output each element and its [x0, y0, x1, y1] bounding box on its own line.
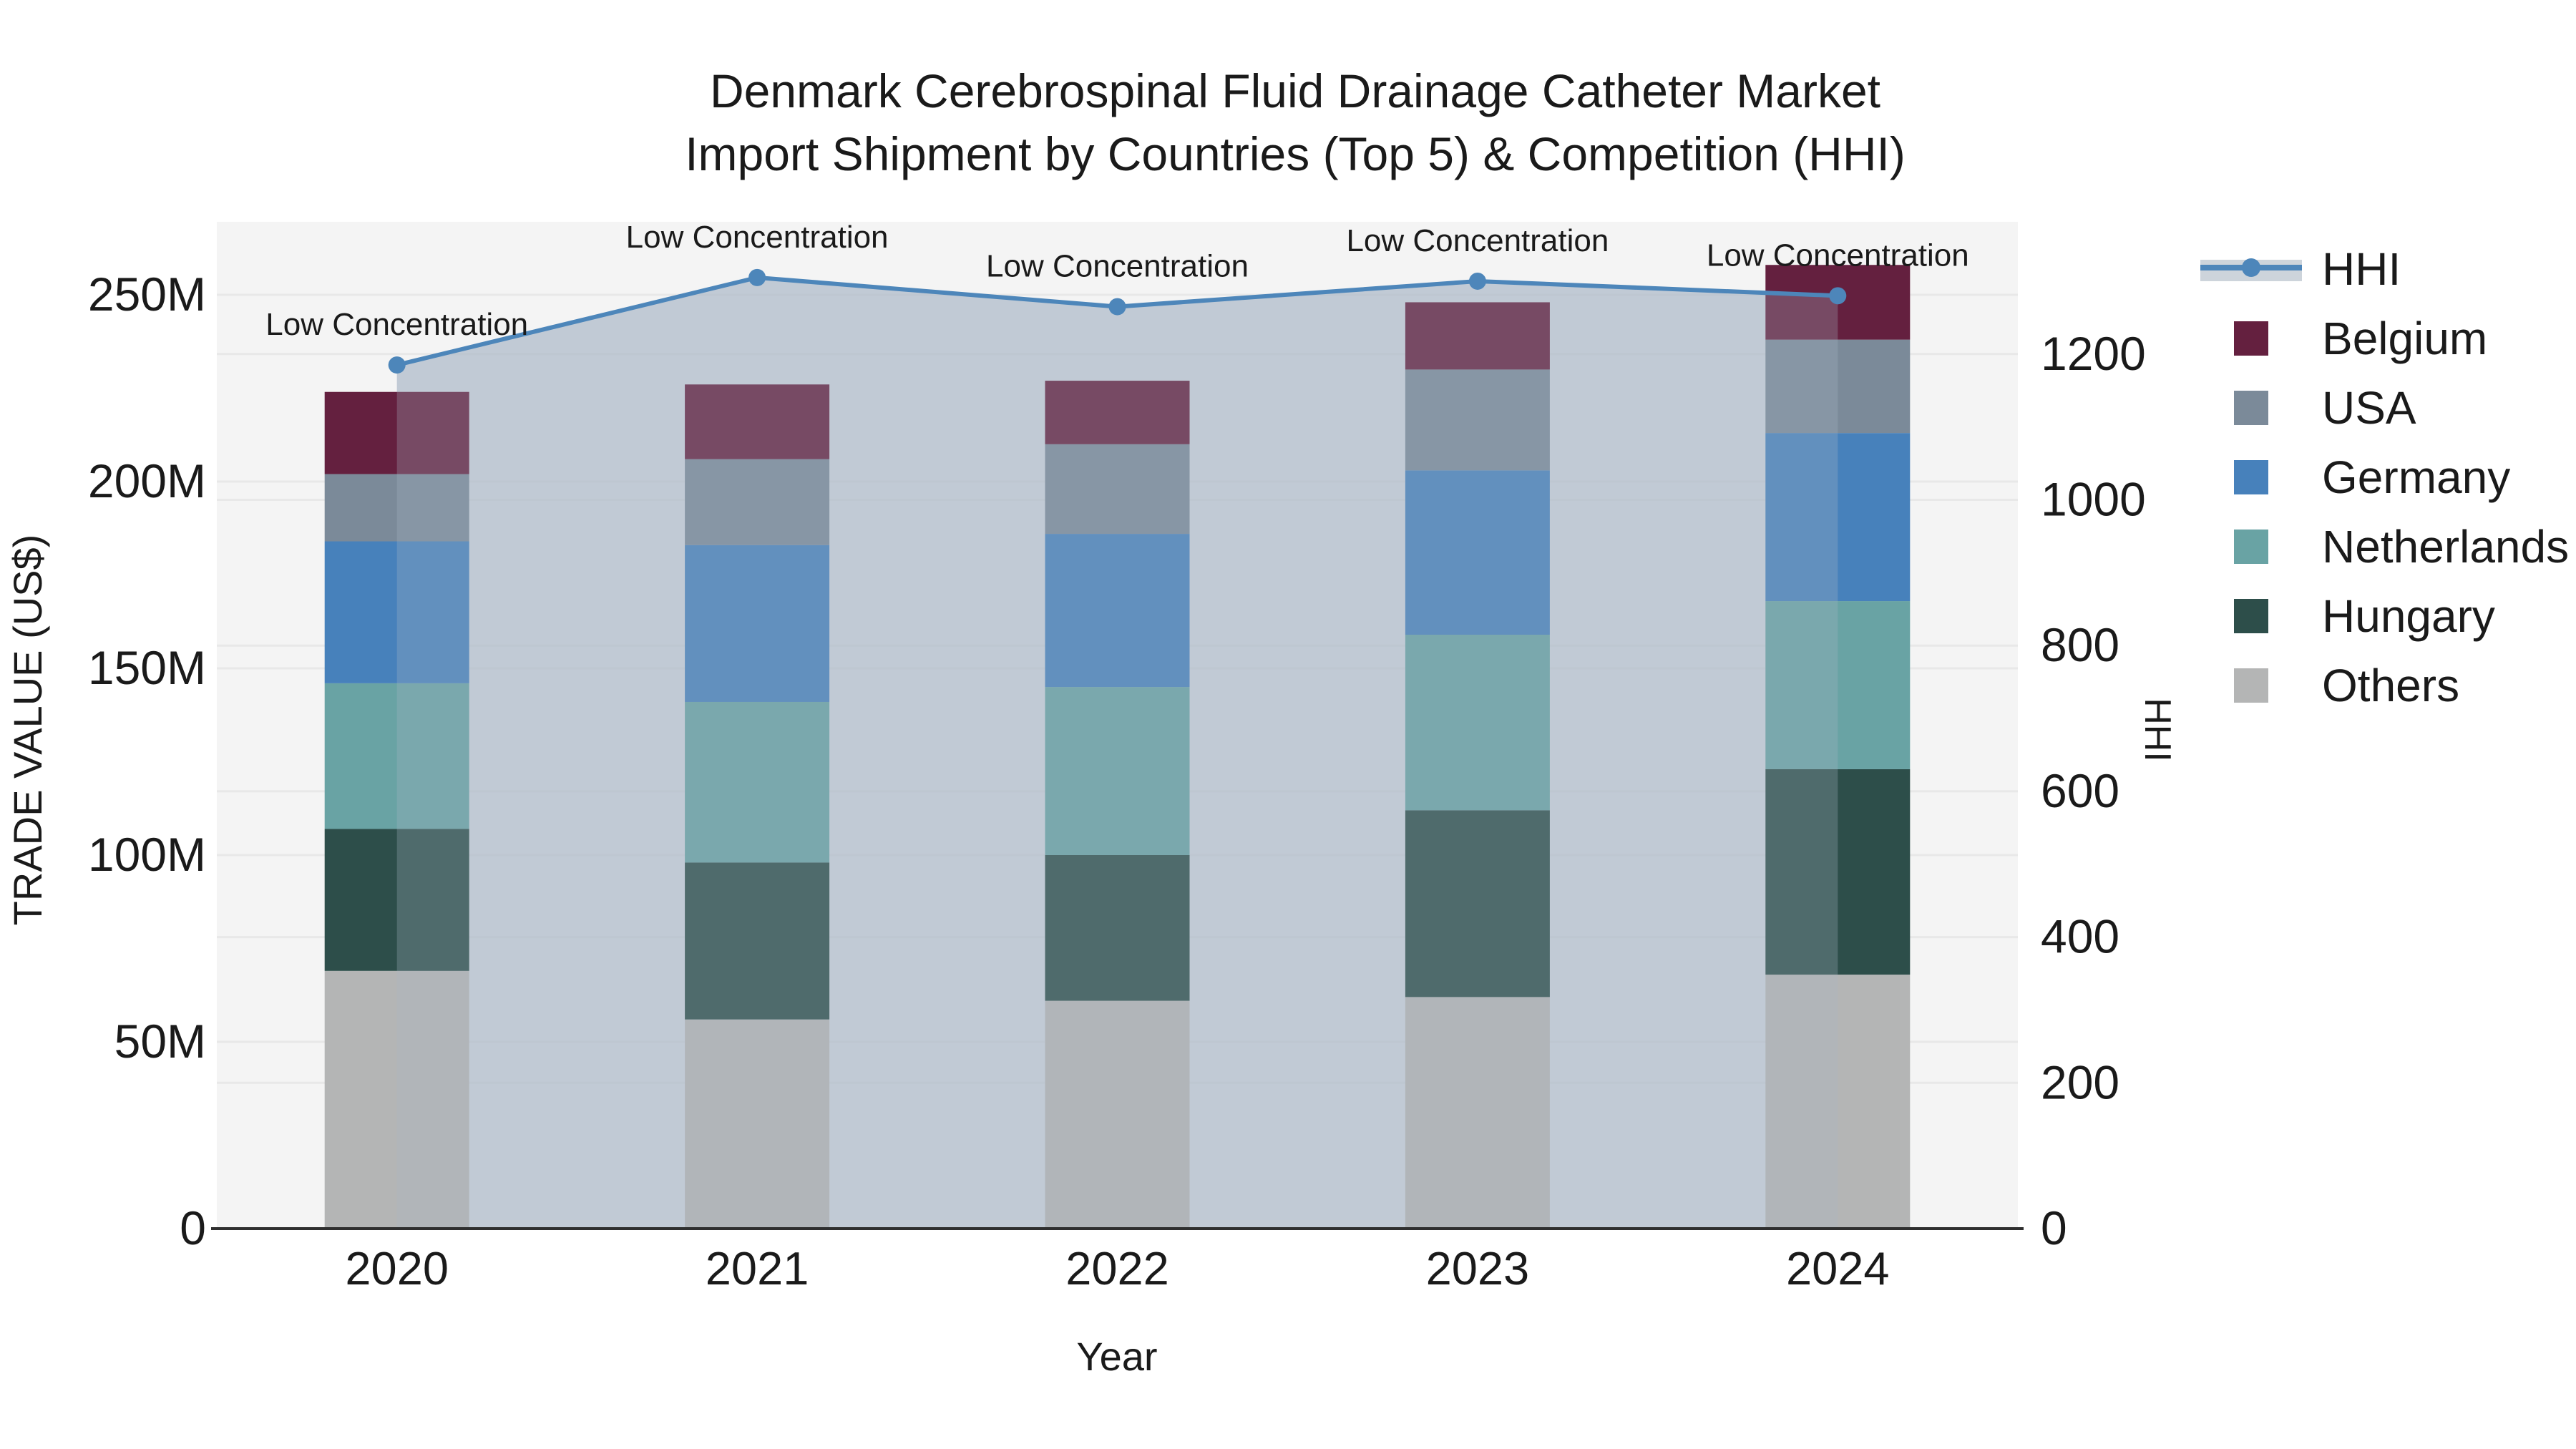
stacked-bars: [324, 265, 1911, 1229]
legend-label-germany: Germany: [2322, 452, 2510, 503]
hhi-point-2021[interactable]: [748, 268, 766, 286]
bar-segment-netherlands-2024[interactable]: [1765, 601, 1911, 769]
bar-segment-germany-2023[interactable]: [1405, 470, 1550, 635]
y-axis-left-title: TRADE VALUE (US$): [5, 535, 50, 926]
hhi-line-series: [388, 268, 1847, 374]
annotation-2022: Low Concentration: [986, 249, 1249, 284]
legend-swatch-hungary: [2234, 599, 2268, 633]
y-left-tick-150M: 150M: [88, 641, 206, 694]
y-axis-right-title: HHI: [2137, 698, 2178, 762]
bar-segment-hungary-2021[interactable]: [685, 862, 830, 1020]
axes: 2020 2021 2022 2023 2024 0 50M 100M 150M 200M 250M…: [88, 268, 2146, 1294]
legend-swatch-others: [2234, 668, 2268, 703]
legend-item-others[interactable]: Others: [2234, 660, 2459, 711]
annotation-2020: Low Concentration: [265, 307, 528, 342]
bar-segment-usa-2021[interactable]: [685, 459, 830, 545]
bar-segment-usa-2023[interactable]: [1405, 369, 1550, 471]
y-left-tick-100M: 100M: [88, 828, 206, 881]
x-tick-2020: 2020: [345, 1242, 449, 1294]
bar-segment-others-2024[interactable]: [1765, 975, 1911, 1229]
bar-segment-germany-2022[interactable]: [1045, 534, 1190, 688]
x-tick-2022: 2022: [1065, 1242, 1169, 1294]
bar-segment-germany-2020[interactable]: [324, 541, 469, 683]
bar-segment-others-2022[interactable]: [1045, 1000, 1190, 1229]
bar-segment-belgium-2022[interactable]: [1045, 381, 1190, 444]
legend-item-netherlands[interactable]: Netherlands: [2234, 521, 2569, 572]
y-right-tick-1000: 1000: [2041, 473, 2146, 526]
legend-label-hhi: HHI: [2322, 243, 2401, 295]
bar-segment-others-2023[interactable]: [1405, 997, 1550, 1229]
annotation-2024: Low Concentration: [1707, 238, 1969, 273]
y-right-tick-200: 200: [2041, 1055, 2119, 1108]
y-right-tick-600: 600: [2041, 764, 2119, 817]
legend-label-others: Others: [2322, 660, 2459, 711]
bar-segment-netherlands-2022[interactable]: [1045, 687, 1190, 855]
bar-segment-belgium-2020[interactable]: [324, 391, 469, 474]
legend-item-belgium[interactable]: Belgium: [2234, 313, 2487, 364]
legend-item-usa[interactable]: USA: [2234, 382, 2416, 434]
bar-segment-hungary-2024[interactable]: [1765, 769, 1911, 975]
x-tick-2023: 2023: [1426, 1242, 1530, 1294]
bar-segment-others-2020[interactable]: [324, 970, 469, 1229]
x-axis-title: Year: [1076, 1334, 1157, 1379]
hhi-point-2020[interactable]: [388, 356, 406, 374]
y-right-tick-1200: 1200: [2041, 327, 2146, 380]
legend-label-belgium: Belgium: [2322, 313, 2487, 364]
legend-label-netherlands: Netherlands: [2322, 521, 2569, 572]
legend-swatch-netherlands: [2234, 530, 2268, 564]
y-left-tick-250M: 250M: [88, 268, 206, 321]
bar-segment-belgium-2021[interactable]: [685, 384, 830, 459]
y-left-tick-50M: 50M: [114, 1015, 206, 1068]
x-tick-2021: 2021: [706, 1242, 809, 1294]
bar-segment-hungary-2020[interactable]: [324, 829, 469, 971]
legend: HHI Belgium USA Germany Netherlands Hungary Ot…: [2200, 243, 2569, 711]
legend-swatch-belgium: [2234, 321, 2268, 356]
legend-swatch-germany: [2234, 460, 2268, 494]
hhi-point-2024[interactable]: [1829, 287, 1847, 305]
chart-title-line-1: Denmark Cerebrospinal Fluid Drainage Cat…: [710, 64, 1880, 117]
bar-segment-usa-2020[interactable]: [324, 474, 469, 542]
y-left-tick-200M: 200M: [88, 454, 206, 507]
legend-item-hhi[interactable]: HHI: [2200, 243, 2401, 295]
legend-item-hungary[interactable]: Hungary: [2234, 590, 2495, 642]
y-right-tick-0: 0: [2041, 1201, 2067, 1254]
bar-segment-germany-2021[interactable]: [685, 545, 830, 702]
y-right-tick-400: 400: [2041, 910, 2119, 963]
x-tick-2024: 2024: [1786, 1242, 1890, 1294]
bar-segment-hungary-2023[interactable]: [1405, 810, 1550, 997]
legend-item-germany[interactable]: Germany: [2234, 452, 2510, 503]
bar-segment-netherlands-2021[interactable]: [685, 701, 830, 863]
bar-segment-netherlands-2020[interactable]: [324, 683, 469, 829]
bar-segment-belgium-2023[interactable]: [1405, 302, 1550, 370]
bar-segment-usa-2022[interactable]: [1045, 444, 1190, 535]
legend-hhi-marker: [2242, 258, 2260, 277]
hhi-area-over: [396, 277, 1838, 1229]
bar-segment-others-2021[interactable]: [685, 1019, 830, 1229]
hhi-point-2023[interactable]: [1468, 272, 1486, 290]
hhi-point-2022[interactable]: [1108, 298, 1126, 316]
bar-segment-hungary-2022[interactable]: [1045, 855, 1190, 1001]
annotation-2021: Low Concentration: [626, 220, 889, 255]
bar-segment-netherlands-2023[interactable]: [1405, 635, 1550, 811]
annotation-2023: Low Concentration: [1346, 223, 1609, 258]
bar-segment-usa-2024[interactable]: [1765, 339, 1911, 434]
legend-label-hungary: Hungary: [2322, 590, 2495, 642]
y-right-tick-800: 800: [2041, 618, 2119, 671]
bar-segment-germany-2024[interactable]: [1765, 433, 1911, 602]
annotations: Low Concentration Low Concentration Low Co…: [265, 220, 1968, 342]
hhi-area-fill-over: [396, 277, 1838, 1229]
y-left-tick-0: 0: [180, 1201, 206, 1254]
legend-label-usa: USA: [2322, 382, 2416, 434]
chart-title-line-2: Import Shipment by Countries (Top 5) & C…: [685, 127, 1906, 180]
legend-swatch-usa: [2234, 391, 2268, 425]
